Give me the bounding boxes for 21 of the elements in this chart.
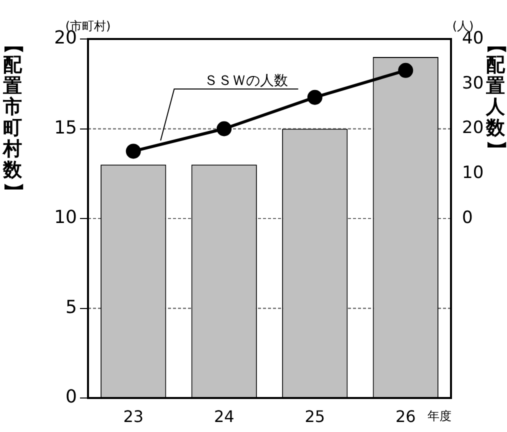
text: (人) (452, 19, 474, 34)
point (126, 144, 141, 159)
point (307, 90, 322, 105)
y2-tick-label: 10 (462, 163, 484, 184)
y-axis-title: 【配置市町村数】 (2, 34, 24, 202)
x-tick-label: 24 (214, 406, 234, 426)
annotation: ＳＳＷの人数 (204, 73, 288, 89)
y2-tick-label: 20 (462, 118, 484, 138)
point (216, 121, 232, 136)
y2-tick-label: 30 (462, 73, 484, 94)
y-tick-label: 10 (54, 207, 77, 228)
x-tick-label: 25 (304, 406, 326, 426)
y2-tick-label: 0 (462, 208, 473, 228)
x-tick-label: 26 (395, 406, 416, 426)
y-tick-label: 5 (66, 296, 77, 318)
y2-axis-title: 【配置人数】 (485, 34, 507, 160)
x-tick-label: 23 (123, 406, 144, 426)
y-tick-label: 15 (54, 117, 77, 138)
point (398, 62, 414, 78)
y-tick-label: 0 (66, 386, 77, 408)
x-axis-title: 年度 (428, 409, 452, 424)
